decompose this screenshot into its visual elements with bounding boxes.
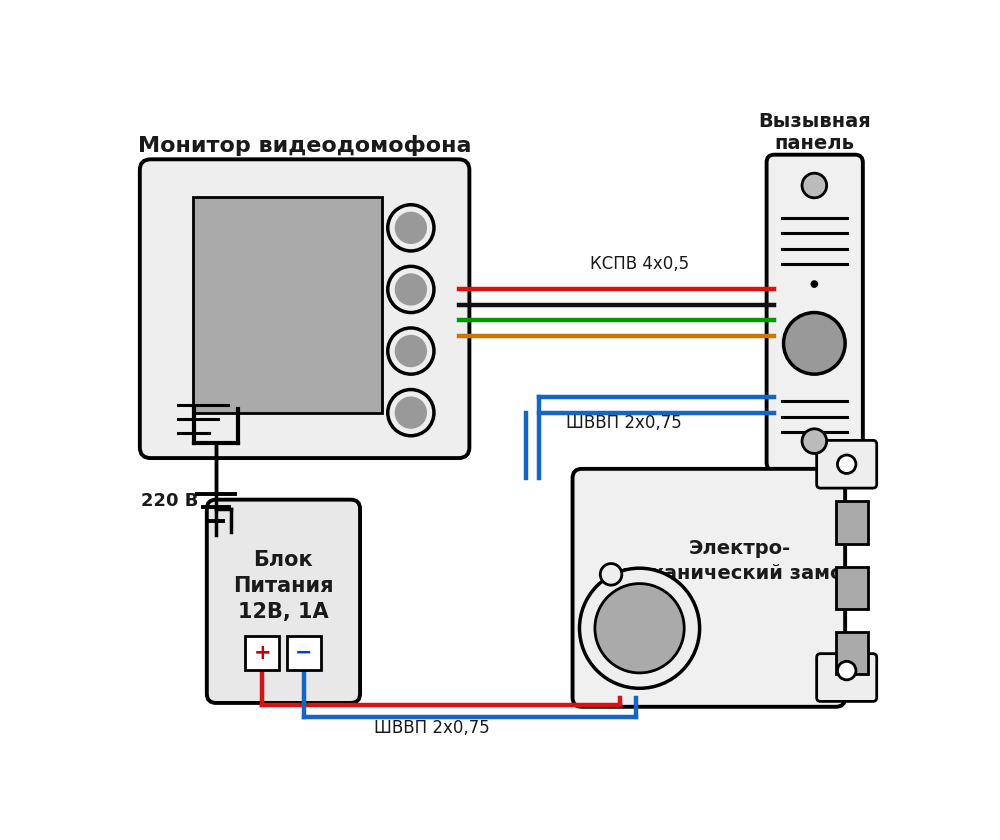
Text: 220 В: 220 В [141,492,199,510]
Text: −: − [295,643,313,663]
Circle shape [837,661,856,680]
Text: ШВВП 2х0,75: ШВВП 2х0,75 [374,719,490,738]
Bar [287,636,321,669]
Text: Вызывная
панель: Вызывная панель [758,113,871,153]
Text: Монитор видеодомофона: Монитор видеодомофона [138,135,471,156]
Circle shape [395,212,427,244]
Circle shape [388,205,434,251]
FancyBboxPatch shape [140,160,469,458]
Circle shape [600,564,622,585]
Circle shape [579,568,700,688]
Bar [245,636,279,669]
Circle shape [395,273,427,306]
Text: Блок
Питания
12В, 1А: Блок Питания 12В, 1А [233,549,334,622]
Circle shape [837,455,856,474]
Circle shape [810,281,818,288]
Text: ШВВП 2х0,75: ШВВП 2х0,75 [566,414,682,433]
Circle shape [395,335,427,367]
FancyBboxPatch shape [573,469,845,706]
Circle shape [388,328,434,374]
Bar [836,632,868,675]
Circle shape [388,266,434,312]
Bar [836,501,868,543]
FancyBboxPatch shape [817,654,877,701]
FancyBboxPatch shape [817,440,877,488]
FancyBboxPatch shape [207,500,360,703]
Circle shape [388,390,434,436]
Circle shape [595,584,684,673]
Text: +: + [253,643,271,663]
Circle shape [784,312,845,374]
Bar [836,567,868,609]
Text: КСПВ 4х0,5: КСПВ 4х0,5 [590,255,689,272]
FancyBboxPatch shape [767,155,863,470]
Circle shape [802,173,827,198]
Circle shape [395,396,427,428]
Text: Электро-
механический замок: Электро- механический замок [622,539,857,584]
Bar [193,197,382,412]
Circle shape [802,428,827,454]
